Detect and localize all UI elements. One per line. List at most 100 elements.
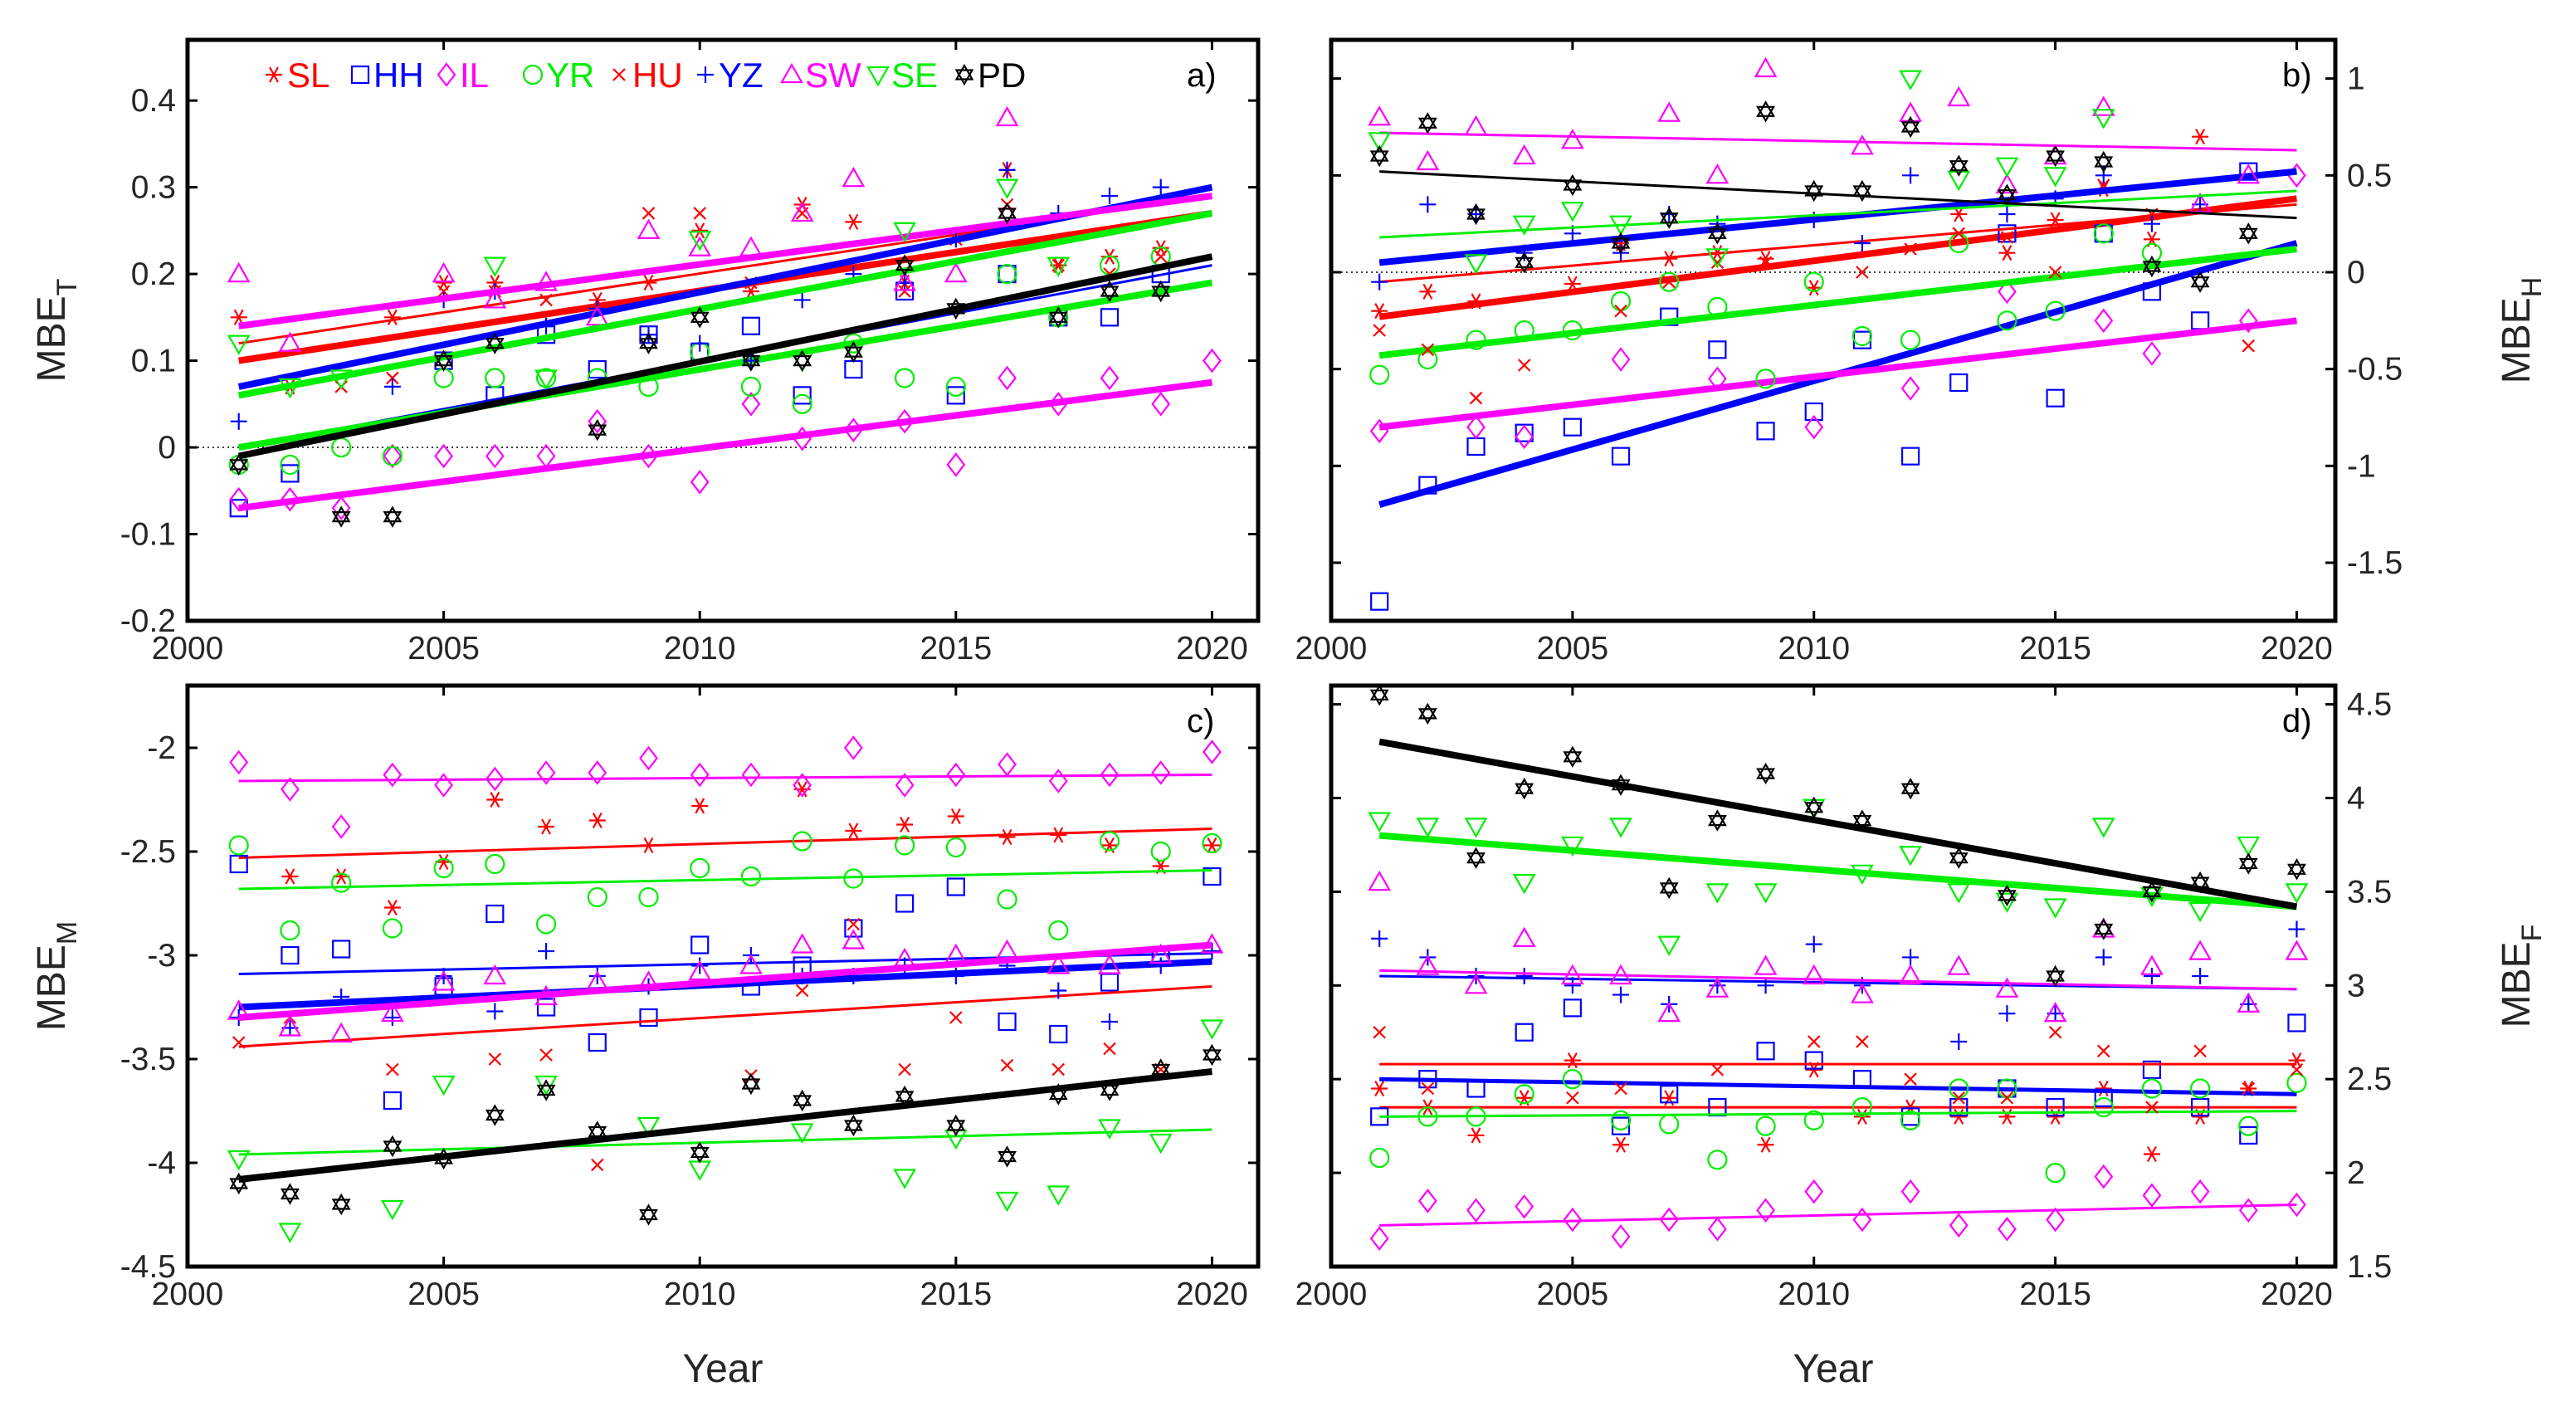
data-point-sl <box>845 823 862 839</box>
data-point-il <box>741 762 761 788</box>
data-point-hh <box>2239 162 2258 181</box>
y-tick-label: 0.3 <box>131 170 176 206</box>
data-point-yr <box>740 866 762 887</box>
panel-b: 2000 2005 2010 2015 2020 -1.5 -1 -0.5 0 0.5 1 b) M… <box>1295 37 2548 666</box>
data-point-hh <box>2239 1125 2258 1145</box>
trend-line-il <box>1379 1203 2297 1227</box>
data-point-hu <box>642 207 656 220</box>
data-point-sw <box>2237 164 2261 184</box>
legend-item-hh: HH <box>350 56 424 95</box>
data-point-sw <box>1046 954 1071 974</box>
data-point-se <box>1705 248 1730 269</box>
data-point-pd <box>1466 203 1486 226</box>
trend-line-pd <box>238 1068 1212 1183</box>
data-point-hu <box>1856 1035 1869 1048</box>
data-point-yz <box>1805 935 1822 953</box>
data-point-il <box>485 766 505 792</box>
trend-line-hu <box>1379 203 2297 284</box>
data-point-sw <box>739 954 763 974</box>
data-point-hu <box>1421 1081 1435 1096</box>
data-point-hu <box>2000 1091 2014 1105</box>
series-il <box>229 735 1222 839</box>
data-point-hu <box>1103 1042 1116 1056</box>
data-point-sl <box>383 309 401 325</box>
data-point-sw <box>2285 940 2309 960</box>
data-point-pd <box>1515 777 1534 800</box>
data-point-hh <box>1049 1024 1068 1044</box>
y-tick-label: 4.5 <box>2347 687 2392 723</box>
legend-marker-hu <box>612 68 626 81</box>
data-point-il <box>1998 1217 2017 1242</box>
data-point-hh <box>844 919 863 938</box>
data-point-sw <box>2188 940 2213 960</box>
legend-marker-sw <box>780 62 803 84</box>
data-point-hh <box>946 877 965 896</box>
series-hu <box>1373 1025 2304 1114</box>
data-point-hh <box>1900 447 1920 466</box>
data-point-yz <box>1515 968 1533 984</box>
data-point-hh <box>639 1008 658 1028</box>
data-point-se <box>1995 892 2019 913</box>
y-tick-label: 4 <box>2347 780 2365 816</box>
data-point-pd <box>2094 150 2114 173</box>
data-point-hu <box>2145 1101 2159 1114</box>
data-point-pd <box>998 202 1017 225</box>
data-point-yr <box>1803 1110 1824 1130</box>
data-point-yr <box>638 886 659 908</box>
data-point-hu <box>386 1062 399 1076</box>
data-point-sw <box>1416 954 1440 975</box>
panel-a: 2000 2005 2010 2015 2020 -0.2 -0.1 0 0.1 0.2 0.3 0.… <box>30 37 1261 666</box>
data-point-yz <box>1371 273 1388 290</box>
data-point-se <box>534 369 558 390</box>
data-point-sl <box>691 222 709 239</box>
data-point-yz <box>1902 167 1920 184</box>
data-point-hu <box>1421 343 1435 357</box>
x-tick-label: 2010 <box>1778 631 1850 666</box>
data-point-se <box>1046 1185 1071 1206</box>
data-point-il <box>1949 1213 1969 1238</box>
data-point-il <box>1100 762 1120 788</box>
data-point-il <box>844 735 863 760</box>
data-point-yr <box>792 393 812 414</box>
data-point-hu <box>2048 266 2062 279</box>
legend-label-hh: HH <box>373 56 424 95</box>
data-point-hu <box>2242 339 2256 353</box>
data-point-il <box>434 773 453 798</box>
x-tick-label: 2020 <box>1176 1277 1248 1312</box>
data-point-yr <box>2045 300 2066 321</box>
trend-line-hu <box>238 985 1212 1048</box>
x-tick-label: 2015 <box>920 631 992 666</box>
data-point-yr <box>740 376 762 398</box>
data-point-yr <box>2093 1096 2114 1118</box>
data-point-sw <box>1754 56 1778 78</box>
data-point-hu <box>1373 324 1386 337</box>
data-point-yr <box>2093 223 2114 244</box>
panel-b-ylabel: MBEH <box>2495 277 2548 384</box>
y-tick-label: 0.1 <box>131 344 176 379</box>
data-point-pd <box>1997 183 2017 206</box>
legend-label-sl: SL <box>287 56 329 95</box>
data-point-sl <box>1371 1080 1388 1097</box>
data-point-il <box>1707 1217 1727 1242</box>
data-point-pd <box>2142 255 2162 278</box>
data-point-sl <box>691 798 709 814</box>
panel-c-label: c) <box>1187 703 1214 740</box>
data-point-pd <box>588 1120 607 1143</box>
data-point-sw <box>278 1016 302 1037</box>
data-point-se <box>278 1223 302 1243</box>
data-point-pd <box>1852 809 1872 832</box>
data-point-hu <box>488 1052 502 1066</box>
data-point-pd <box>1756 762 1776 785</box>
y-tick-label: -1.5 <box>2347 545 2403 581</box>
x-tick-label: 2005 <box>1536 631 1608 666</box>
data-point-sw <box>1098 954 1121 974</box>
trend-line-pd <box>237 253 1213 460</box>
data-point-sl <box>998 828 1016 846</box>
trend-line-se <box>237 210 1213 399</box>
data-point-se <box>995 178 1019 199</box>
data-point-sw <box>688 236 712 256</box>
data-point-il <box>690 470 710 495</box>
panel-c-frame <box>185 683 1261 1269</box>
data-point-sl <box>2095 1080 2112 1097</box>
